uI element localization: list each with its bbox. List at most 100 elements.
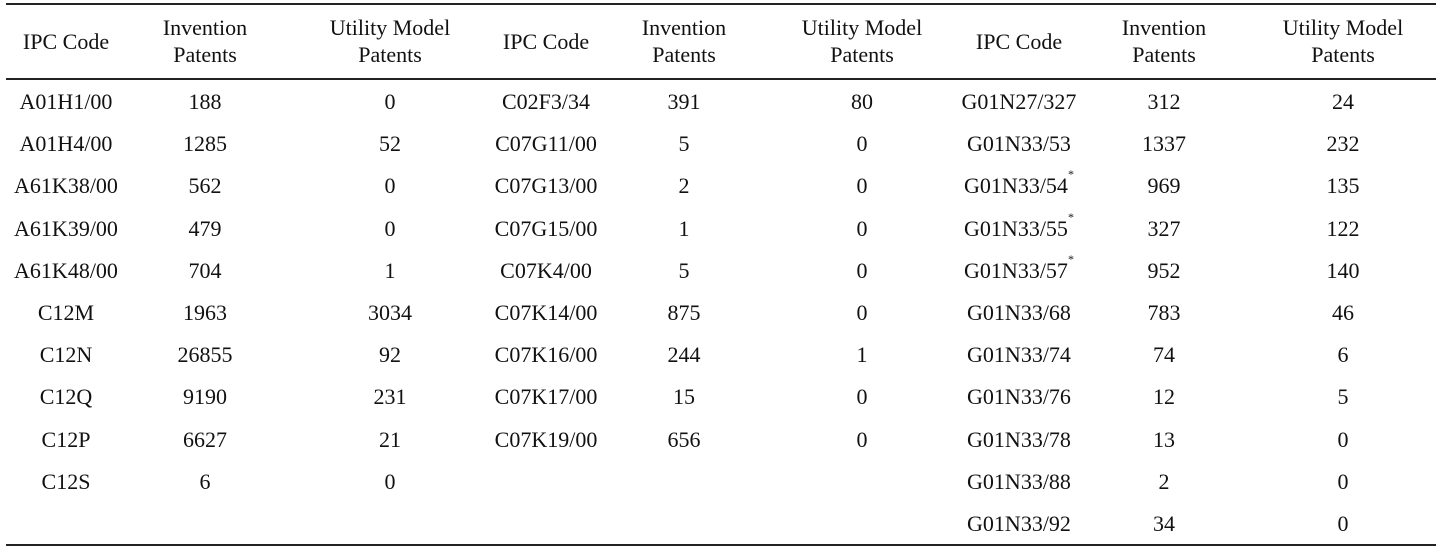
utility-model-patents-cell: 21 [305, 426, 475, 453]
ipc-code-cell: C07K17/00 [471, 383, 621, 410]
ipc-code-cell: G01N33/53 [944, 130, 1094, 157]
utility-model-patents-cell-text: 1 [384, 257, 396, 283]
ipc-code-cell: G01N33/92 [944, 510, 1094, 537]
ipc-code-cell: A01H1/00 [0, 88, 141, 115]
ipc-code-cell-text: C07G13/00 [494, 173, 598, 199]
invention-patents-header-line: Invention [1121, 15, 1207, 40]
ipc-code-cell: C07K16/00 [471, 341, 621, 368]
utility-model-patents-cell-text: 46 [1332, 300, 1354, 325]
footnote-marker: * [1067, 209, 1074, 224]
invention-patents-cell-text: 9190 [183, 384, 227, 410]
utility-model-patents-cell: 0 [1258, 468, 1428, 495]
invention-patents-cell-text: 391 [667, 89, 701, 114]
utility-model-patents-cell-text: 0 [384, 89, 396, 114]
invention-patents-header: Invention Patents [604, 14, 764, 68]
invention-patents-cell: 13 [1094, 426, 1234, 453]
invention-patents-cell-text: 244 [667, 342, 701, 368]
utility-model-patents-header-line: Utility Model [1282, 15, 1404, 40]
invention-patents-cell-text: 5 [678, 257, 690, 283]
invention-patents-cell: 952 [1094, 257, 1234, 284]
ipc-code-cell-text: G01N33/78 [967, 426, 1071, 452]
invention-patents-cell: 74 [1094, 341, 1234, 368]
invention-patents-cell: 15 [614, 383, 754, 410]
invention-patents-cell-text: 783 [1147, 300, 1181, 325]
invention-patents-cell: 704 [135, 257, 275, 284]
utility-model-patents-cell: 135 [1258, 172, 1428, 199]
utility-model-patents-header-line: Patents [358, 42, 422, 67]
utility-model-patents-cell-text: 80 [851, 89, 873, 114]
ipc-code-cell-text: A61K38/00 [14, 173, 118, 199]
utility-model-patents-cell: 0 [777, 172, 947, 199]
invention-patents-cell-text: 6 [199, 468, 211, 494]
utility-model-patents-cell-text: 92 [379, 342, 401, 368]
invention-patents-cell: 1285 [135, 130, 275, 157]
utility-model-patents-cell: 5 [1258, 383, 1428, 410]
bottom-rule [6, 544, 1436, 546]
invention-patents-cell-text: 26855 [177, 342, 233, 368]
utility-model-patents-cell-text: 122 [1326, 215, 1360, 241]
footnote-marker: * [1067, 167, 1074, 182]
invention-patents-cell: 969 [1094, 172, 1234, 199]
ipc-code-cell-text: G01N33/92 [967, 511, 1071, 536]
ipc-code-header: IPC Code [461, 28, 631, 55]
invention-patents-header-line: Patents [173, 42, 237, 67]
ipc-code-cell-text: C07G11/00 [495, 131, 597, 157]
ipc-code-cell: G01N33/68 [944, 299, 1094, 326]
ipc-code-cell-text: C07K4/00 [500, 257, 592, 283]
ipc-code-cell: C07G13/00 [471, 172, 621, 199]
invention-patents-header-line: Invention [162, 15, 248, 40]
utility-model-patents-cell: 0 [1258, 426, 1428, 453]
footnote-marker: * [1067, 251, 1074, 266]
invention-patents-cell-text: 5 [678, 131, 690, 157]
utility-model-patents-cell: 0 [777, 215, 947, 242]
ipc-code-cell-text: G01N33/68 [967, 300, 1071, 325]
invention-patents-cell-text: 656 [667, 426, 701, 452]
invention-patents-header-line: Patents [1132, 42, 1196, 67]
ipc-code-cell: C07K14/00 [471, 299, 621, 326]
utility-model-patents-cell-text: 140 [1326, 257, 1360, 283]
ipc-code-cell: C12P [0, 426, 141, 453]
ipc-code-cell-text: C12P [41, 426, 91, 452]
invention-patents-cell: 312 [1094, 88, 1234, 115]
utility-model-patents-cell: 46 [1258, 299, 1428, 326]
ipc-code-cell-text: A01H1/00 [19, 89, 113, 114]
ipc-code-cell-text: G01N33/57 [964, 257, 1068, 283]
invention-patents-cell-text: 1285 [183, 131, 227, 157]
utility-model-patents-cell: 140 [1258, 257, 1428, 284]
ipc-code-cell-text: A61K48/00 [14, 257, 118, 283]
ipc-code-header-line: IPC Code [975, 29, 1063, 54]
ipc-code-cell-text: G01N27/327 [961, 89, 1077, 114]
ipc-code-cell-text: G01N33/55 [964, 215, 1068, 241]
utility-model-patents-cell: 0 [777, 426, 947, 453]
invention-patents-cell: 34 [1094, 510, 1234, 537]
invention-patents-cell-text: 15 [673, 384, 695, 410]
ipc-code-cell: G01N33/54* [944, 168, 1094, 199]
invention-patents-cell-text: 13 [1153, 426, 1175, 452]
ipc-code-cell: G01N33/78 [944, 426, 1094, 453]
invention-patents-cell: 6 [135, 468, 275, 495]
ipc-code-cell-text: A61K39/00 [14, 215, 118, 241]
invention-patents-cell-text: 875 [667, 300, 701, 325]
ipc-code-cell-text: C07K17/00 [494, 384, 598, 410]
utility-model-patents-cell: 92 [305, 341, 475, 368]
ipc-code-cell: G01N33/74 [944, 341, 1094, 368]
utility-model-patents-cell-text: 0 [856, 257, 868, 283]
ipc-code-cell: A01H4/00 [0, 130, 141, 157]
invention-patents-cell: 6627 [135, 426, 275, 453]
invention-patents-cell-text: 312 [1147, 89, 1181, 114]
invention-patents-cell: 479 [135, 215, 275, 242]
utility-model-patents-cell-text: 0 [856, 215, 868, 241]
utility-model-patents-cell-text: 24 [1332, 89, 1354, 114]
invention-patents-cell-text: 34 [1153, 511, 1175, 536]
invention-patents-cell: 875 [614, 299, 754, 326]
utility-model-patents-cell: 122 [1258, 215, 1428, 242]
utility-model-patents-header: Utility Model Patents [767, 14, 957, 68]
invention-patents-cell: 562 [135, 172, 275, 199]
ipc-code-cell-text: C07K19/00 [494, 426, 598, 452]
ipc-code-cell: A61K39/00 [0, 215, 141, 242]
utility-model-patents-header-line: Patents [830, 42, 894, 67]
invention-patents-cell: 2 [614, 172, 754, 199]
utility-model-patents-cell-text: 0 [1337, 426, 1349, 452]
ipc-code-cell-text: G01N33/88 [967, 468, 1071, 494]
ipc-code-cell: A61K48/00 [0, 257, 141, 284]
